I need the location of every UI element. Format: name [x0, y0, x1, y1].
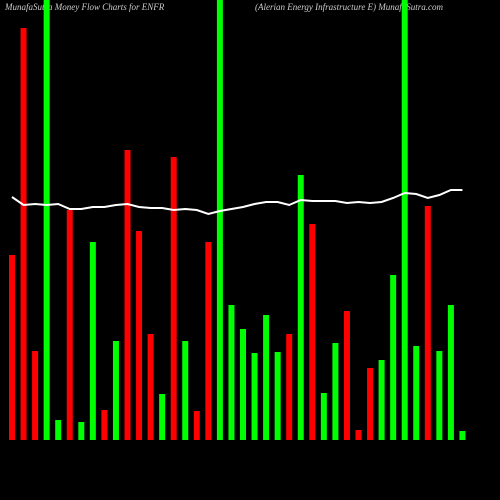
bar [332, 343, 339, 440]
bar [216, 0, 223, 440]
bar [286, 334, 293, 440]
bar [390, 275, 397, 440]
bar [320, 393, 327, 440]
bar [378, 360, 385, 440]
bar [424, 206, 431, 440]
bar [343, 311, 350, 440]
bar [55, 420, 62, 440]
money-flow-line [11, 189, 463, 216]
bar [20, 28, 27, 440]
bar [9, 255, 15, 440]
bar [78, 422, 85, 440]
chart-title: MunafaSutra Money Flow Charts for ENFR [4, 2, 165, 12]
bar [413, 346, 420, 440]
bar [263, 315, 270, 440]
bar [193, 411, 200, 440]
bar [401, 0, 408, 440]
bar [101, 410, 108, 440]
bar [205, 242, 212, 440]
bar [66, 210, 73, 440]
bar [274, 352, 281, 440]
bar [459, 431, 466, 440]
bar [159, 394, 166, 440]
bar [43, 0, 50, 440]
bar [32, 351, 39, 440]
bar [112, 341, 119, 440]
bar [228, 305, 235, 440]
bar [436, 351, 443, 440]
bar [124, 150, 131, 440]
bar [309, 224, 316, 440]
bar [136, 231, 143, 440]
bar [297, 175, 304, 440]
chart-subtitle: (Alerian Energy Infrastructure E) Munafa… [255, 2, 444, 12]
bar [355, 430, 362, 440]
bar [182, 341, 189, 440]
bar [240, 329, 246, 440]
bar [367, 368, 374, 440]
bar [147, 334, 154, 440]
bar [251, 353, 258, 440]
bar [89, 242, 96, 440]
bar [170, 157, 177, 440]
bar [447, 305, 454, 440]
